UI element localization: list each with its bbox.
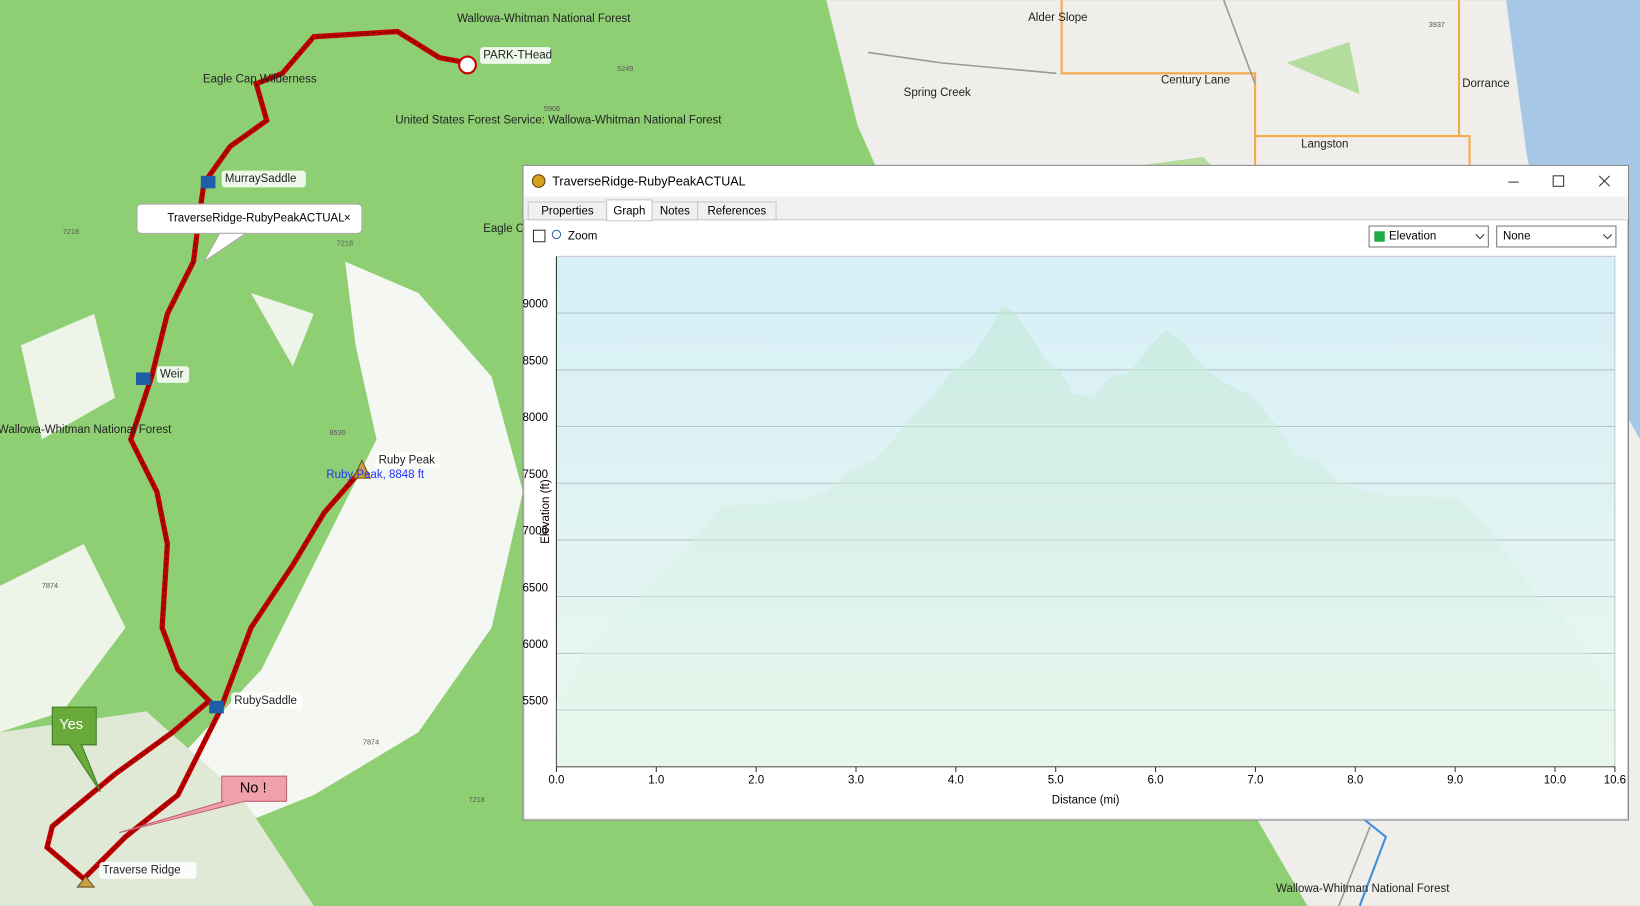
x-tick-label: 8.0 bbox=[1347, 774, 1363, 786]
y-tick-label: 6500 bbox=[522, 582, 548, 594]
callout-no[interactable]: No ! bbox=[119, 775, 288, 834]
map-snow bbox=[0, 292, 314, 733]
tab-label: Properties bbox=[541, 205, 594, 217]
map-label: Weir bbox=[160, 369, 184, 381]
label-bg bbox=[221, 170, 306, 188]
tab-label: Notes bbox=[660, 205, 690, 217]
x-tick-label: 10.0 bbox=[1544, 774, 1566, 786]
elevation-area bbox=[556, 306, 1613, 767]
map-label: Wallowa-Whitman National Forest bbox=[1276, 883, 1450, 895]
dropdown-text: Elevation bbox=[1389, 231, 1436, 243]
dropdown[interactable]: None bbox=[1496, 225, 1617, 248]
peak-label: Ruby Peak, 8848 ft bbox=[326, 469, 425, 481]
graph-window: TraverseRidge-RubyPeakACTUAL Properties G… bbox=[522, 164, 1630, 821]
x-tick-label: 3.0 bbox=[848, 774, 864, 786]
gps-track[interactable] bbox=[44, 28, 469, 883]
map-label: Wallowa-Whitman National Forest bbox=[0, 424, 172, 436]
map-road bbox=[868, 0, 1371, 906]
x-axis-title: Distance (mi) bbox=[1052, 794, 1120, 806]
window-title: TraverseRidge-RubyPeakACTUAL bbox=[552, 174, 745, 188]
map-stream bbox=[1358, 815, 1388, 906]
close-button[interactable] bbox=[1598, 175, 1611, 187]
map-road bbox=[1060, 0, 1471, 168]
elevation-chart: 5500 6000 6500 7000 7500 8000 8500 9000 0.0 1.0 2.… bbox=[522, 255, 1626, 806]
label-bg bbox=[375, 451, 441, 469]
callout-text: No ! bbox=[240, 781, 267, 797]
y-axis-title: Elevation (ft) bbox=[540, 479, 552, 544]
tooltip-text: TraverseRidge-RubyPeakACTUAL bbox=[167, 213, 345, 225]
tab[interactable] bbox=[697, 201, 777, 221]
map-label: Traverse Ridge bbox=[103, 864, 181, 876]
y-tick-label: 8000 bbox=[522, 412, 548, 424]
tooltip-close[interactable]: × bbox=[344, 213, 351, 225]
callout-yes[interactable]: Yes bbox=[51, 706, 101, 793]
y-tick-label: 7500 bbox=[522, 469, 548, 481]
dropdown[interactable]: Elevation bbox=[1368, 225, 1489, 248]
y-tick-label: 7000 bbox=[522, 526, 548, 538]
y-tick-label: 9000 bbox=[522, 299, 548, 311]
tab-label: References bbox=[707, 205, 766, 217]
map-label: RubySaddle bbox=[234, 695, 297, 707]
map-label: Century Lane bbox=[1161, 75, 1230, 87]
label-bg bbox=[156, 366, 190, 383]
y-tick-label: 5500 bbox=[522, 696, 548, 708]
contour-label: 7218 bbox=[337, 239, 353, 248]
x-tick-label: 10.6 bbox=[1604, 774, 1626, 786]
x-tick-label: 0.0 bbox=[548, 774, 564, 786]
y-tick-label: 6000 bbox=[522, 639, 548, 651]
x-tick-label: 2.0 bbox=[748, 774, 764, 786]
summit-icons[interactable] bbox=[76, 459, 372, 888]
contour-label: 7218 bbox=[469, 795, 485, 804]
contour-label: 7874 bbox=[363, 738, 379, 747]
dropdown-text: None bbox=[1503, 231, 1531, 243]
tab-strip: Properties Graph Notes References bbox=[527, 199, 777, 222]
window-icon bbox=[531, 174, 546, 188]
map-label: Ruby Peak bbox=[379, 454, 436, 466]
x-tick-label: 5.0 bbox=[1048, 774, 1064, 786]
label-bg bbox=[99, 861, 197, 879]
tooltip[interactable]: TraverseRidge-RubyPeakACTUAL × bbox=[136, 203, 363, 263]
x-tick-label: 7.0 bbox=[1247, 774, 1263, 786]
map-label: Langston bbox=[1301, 138, 1348, 150]
map-label: PARK-THead bbox=[483, 50, 552, 62]
map-label: Eagle Cap Wilderness bbox=[203, 74, 317, 86]
x-tick-label: 1.0 bbox=[648, 774, 664, 786]
map-snow bbox=[125, 261, 523, 837]
contour-label: 7218 bbox=[63, 227, 79, 236]
maximize-button[interactable] bbox=[1552, 175, 1565, 187]
map-label: MurraySaddle bbox=[225, 173, 297, 185]
map-label: Wallowa-Whitman National Forest bbox=[457, 13, 631, 25]
contour-label: 5906 bbox=[544, 104, 560, 113]
zoom-label: Zoom bbox=[568, 231, 597, 243]
x-tick-label: 6.0 bbox=[1148, 774, 1164, 786]
map-label: Spring Creek bbox=[904, 87, 971, 99]
contour-label: 5249 bbox=[617, 64, 633, 73]
zoom-icon bbox=[551, 229, 562, 240]
contour-label: 7874 bbox=[42, 581, 58, 590]
tab-label: Graph bbox=[613, 205, 645, 217]
contour-label: 3937 bbox=[1429, 20, 1445, 29]
y-tick-label: 8500 bbox=[522, 355, 548, 367]
label-bg bbox=[231, 692, 303, 710]
map-label: Alder Slope bbox=[1028, 12, 1087, 24]
contour-label: 8530 bbox=[329, 428, 345, 437]
x-tick-label: 9.0 bbox=[1447, 774, 1463, 786]
parking-icon[interactable] bbox=[458, 55, 477, 75]
zoom-checkbox[interactable] bbox=[532, 229, 546, 243]
label-bg bbox=[480, 47, 552, 64]
callout-text: Yes bbox=[59, 717, 83, 733]
map-label: United States Forest Service: Wallowa-Wh… bbox=[395, 114, 722, 126]
map-label: Dorrance bbox=[1462, 78, 1509, 90]
x-tick-label: 4.0 bbox=[948, 774, 964, 786]
